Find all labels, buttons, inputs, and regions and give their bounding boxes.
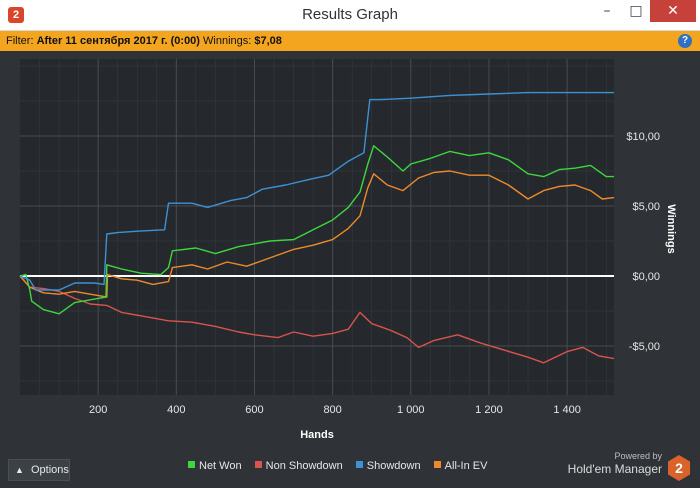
x-tick-label: 1 200	[475, 404, 503, 416]
x-tick-label: 400	[167, 404, 185, 416]
winnings-value: $7,08	[254, 35, 282, 47]
footer-bar: ▲ Options Net Won Non Showdown Showdown …	[0, 447, 700, 488]
filter-value: After 11 сентября 2017 г. (0:00)	[36, 35, 200, 47]
filter-bar: Filter: After 11 сентября 2017 г. (0:00)…	[0, 31, 700, 51]
winnings-label: Winnings:	[203, 35, 252, 47]
maximize-button[interactable]: □	[629, 3, 643, 19]
powered-by-text: Powered by	[614, 451, 662, 461]
chart-legend: Net Won Non Showdown Showdown All-In EV	[188, 460, 497, 476]
y-tick-label: $10,00	[626, 131, 660, 143]
chart-svg: 200 400 600 800 1 000 1 200 1 400 $10,00 $5,00 $0…	[19, 59, 677, 441]
x-tick-label: 1 400	[553, 404, 581, 416]
brand-name: Hold'em Manager	[567, 462, 662, 476]
options-button[interactable]: ▲ Options	[8, 459, 70, 481]
legend-label: Net Won	[199, 460, 242, 472]
series-line-all-in-ev	[19, 170, 615, 298]
x-tick-label: 600	[245, 404, 263, 416]
legend-swatch	[433, 461, 441, 468]
legend-swatch	[188, 461, 195, 468]
legend-label: All-In EV	[444, 460, 488, 472]
legend-label: Non Showdown	[265, 460, 343, 472]
legend-label: Showdown	[366, 460, 421, 472]
x-tick-label: 200	[89, 404, 107, 416]
app-logo-icon: 2	[8, 7, 24, 23]
legend-item-all-in-ev[interactable]: All-In EV	[433, 460, 488, 472]
series-line-net-won	[19, 145, 614, 315]
minimize-button[interactable]: –	[603, 3, 611, 19]
chevron-up-icon: ▲	[15, 465, 24, 475]
y-tick-label: -$5,00	[629, 341, 660, 353]
series-line-non-showdown	[19, 275, 615, 364]
results-chart[interactable]: 200 400 600 800 1 000 1 200 1 400 $10,00 $5,00 $0…	[6, 51, 692, 447]
plot-background	[20, 59, 614, 395]
grid-lines	[20, 59, 614, 395]
legend-swatch	[254, 461, 262, 468]
window-title: Results Graph	[302, 6, 398, 23]
brand-text: Powered by Hold'em Manager	[568, 451, 662, 476]
filter-text: Filter: After 11 сентября 2017 г. (0:00)…	[6, 31, 282, 51]
y-axis-title: Winnings	[665, 204, 677, 253]
help-icon[interactable]: ?	[678, 34, 692, 48]
legend-swatch	[355, 461, 363, 468]
y-tick-label: $5,00	[632, 201, 660, 213]
series-line-showdown	[19, 91, 614, 291]
x-axis-title: Hands	[300, 429, 334, 441]
options-label: Options	[31, 464, 69, 476]
legend-item-non-showdown[interactable]: Non Showdown	[254, 460, 343, 472]
filter-label: Filter:	[6, 35, 34, 47]
title-bar[interactable]: 2 Results Graph – □ ✕	[0, 0, 700, 31]
x-tick-label: 1 000	[397, 404, 425, 416]
legend-item-showdown[interactable]: Showdown	[355, 460, 421, 472]
close-button[interactable]: ✕	[650, 0, 696, 22]
holdem-manager-logo-icon: 2	[668, 455, 690, 481]
legend-item-net-won[interactable]: Net Won	[188, 460, 242, 472]
axis-labels: 200 400 600 800 1 000 1 200 1 400 $10,00 $5,00 $0…	[89, 131, 677, 441]
series-lines	[19, 91, 615, 364]
y-tick-label: $0,00	[632, 271, 660, 283]
x-tick-label: 800	[323, 404, 341, 416]
